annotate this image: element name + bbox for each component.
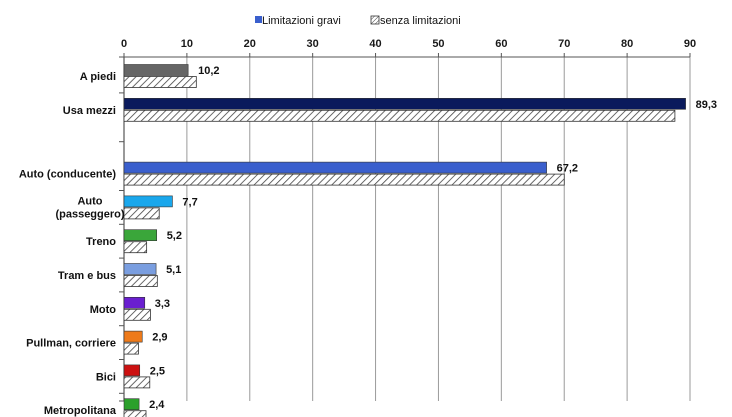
bar-senza-limitazioni [123, 308, 151, 321]
bar-senza-limitazioni [123, 342, 139, 355]
tick-label-60: 60 [495, 38, 507, 50]
data-label: 2,5 [150, 365, 165, 377]
tick-label-10: 10 [181, 38, 193, 50]
bar-senza-limitazioni [123, 173, 565, 186]
category-label: Usa mezzi [63, 105, 116, 117]
tick-label-50: 50 [432, 38, 444, 50]
bar-limitazioni-gravi [123, 263, 157, 275]
bar-senza-limitazioni [123, 76, 197, 88]
category-label: Tram e bus [58, 270, 116, 282]
data-label: 2,9 [152, 332, 167, 344]
data-label: 2,4 [149, 399, 165, 411]
bar-senza-limitazioni [123, 275, 158, 287]
category-label: Moto [90, 304, 117, 316]
tick-label-20: 20 [244, 38, 256, 50]
tick-label-80: 80 [621, 38, 633, 50]
bar-limitazioni-gravi [123, 398, 140, 411]
bar-limitazioni-gravi [123, 330, 143, 343]
data-label: 7,7 [182, 196, 197, 208]
bar-senza-limitazioni [123, 410, 147, 417]
bars: 10,2 89,3 67,2 7,7 5,2 5,1 3,3 2,9 2,5 2,4 [123, 64, 717, 417]
x-axis-ticks: 0 10 20 30 40 50 60 70 80 90 [119, 38, 696, 402]
bar-senza-limitazioni [123, 109, 676, 122]
bar-limitazioni-gravi [123, 229, 158, 241]
bar-limitazioni-gravi [123, 296, 146, 309]
legend: Limitazioni gravi senza limitazioni [255, 15, 461, 27]
category-label: A piedi [80, 71, 116, 83]
data-label: 5,1 [166, 264, 181, 276]
category-label: Metropolitana [44, 405, 117, 417]
bar-senza-limitazioni [123, 241, 148, 254]
tick-label-0: 0 [121, 38, 127, 50]
legend-swatch-limitazioni-gravi [255, 16, 262, 23]
bar-limitazioni-gravi [123, 98, 686, 110]
legend-swatch-senza-limitazioni [370, 15, 380, 25]
legend-label-senza-limitazioni: senza limitazioni [380, 15, 461, 27]
data-label: 10,2 [198, 65, 219, 77]
bar-senza-limitazioni [123, 207, 160, 220]
legend-label-limitazioni-gravi: Limitazioni gravi [262, 15, 341, 27]
tick-label-70: 70 [558, 38, 570, 50]
category-labels: A piedi Usa mezzi Auto (conducente) Auto (pa… [19, 71, 125, 417]
category-label: Auto (passeggero) [55, 195, 124, 220]
category-label: Pullman, corriere [26, 338, 116, 350]
category-label: Bici [96, 371, 116, 383]
category-label: Auto (conducente) [19, 169, 116, 181]
category-label: Treno [86, 236, 116, 248]
data-label: 5,2 [167, 230, 182, 242]
bar-senza-limitazioni [123, 376, 151, 389]
tick-label-30: 30 [307, 38, 319, 50]
data-label: 3,3 [155, 298, 170, 310]
bar-limitazioni-gravi [123, 195, 173, 208]
data-label: 89,3 [696, 99, 717, 111]
bar-limitazioni-gravi [123, 161, 547, 174]
tick-label-90: 90 [684, 38, 696, 50]
bar-limitazioni-gravi [123, 64, 189, 76]
tick-label-40: 40 [369, 38, 381, 50]
bar-limitazioni-gravi [123, 364, 141, 377]
data-label: 67,2 [557, 163, 578, 175]
